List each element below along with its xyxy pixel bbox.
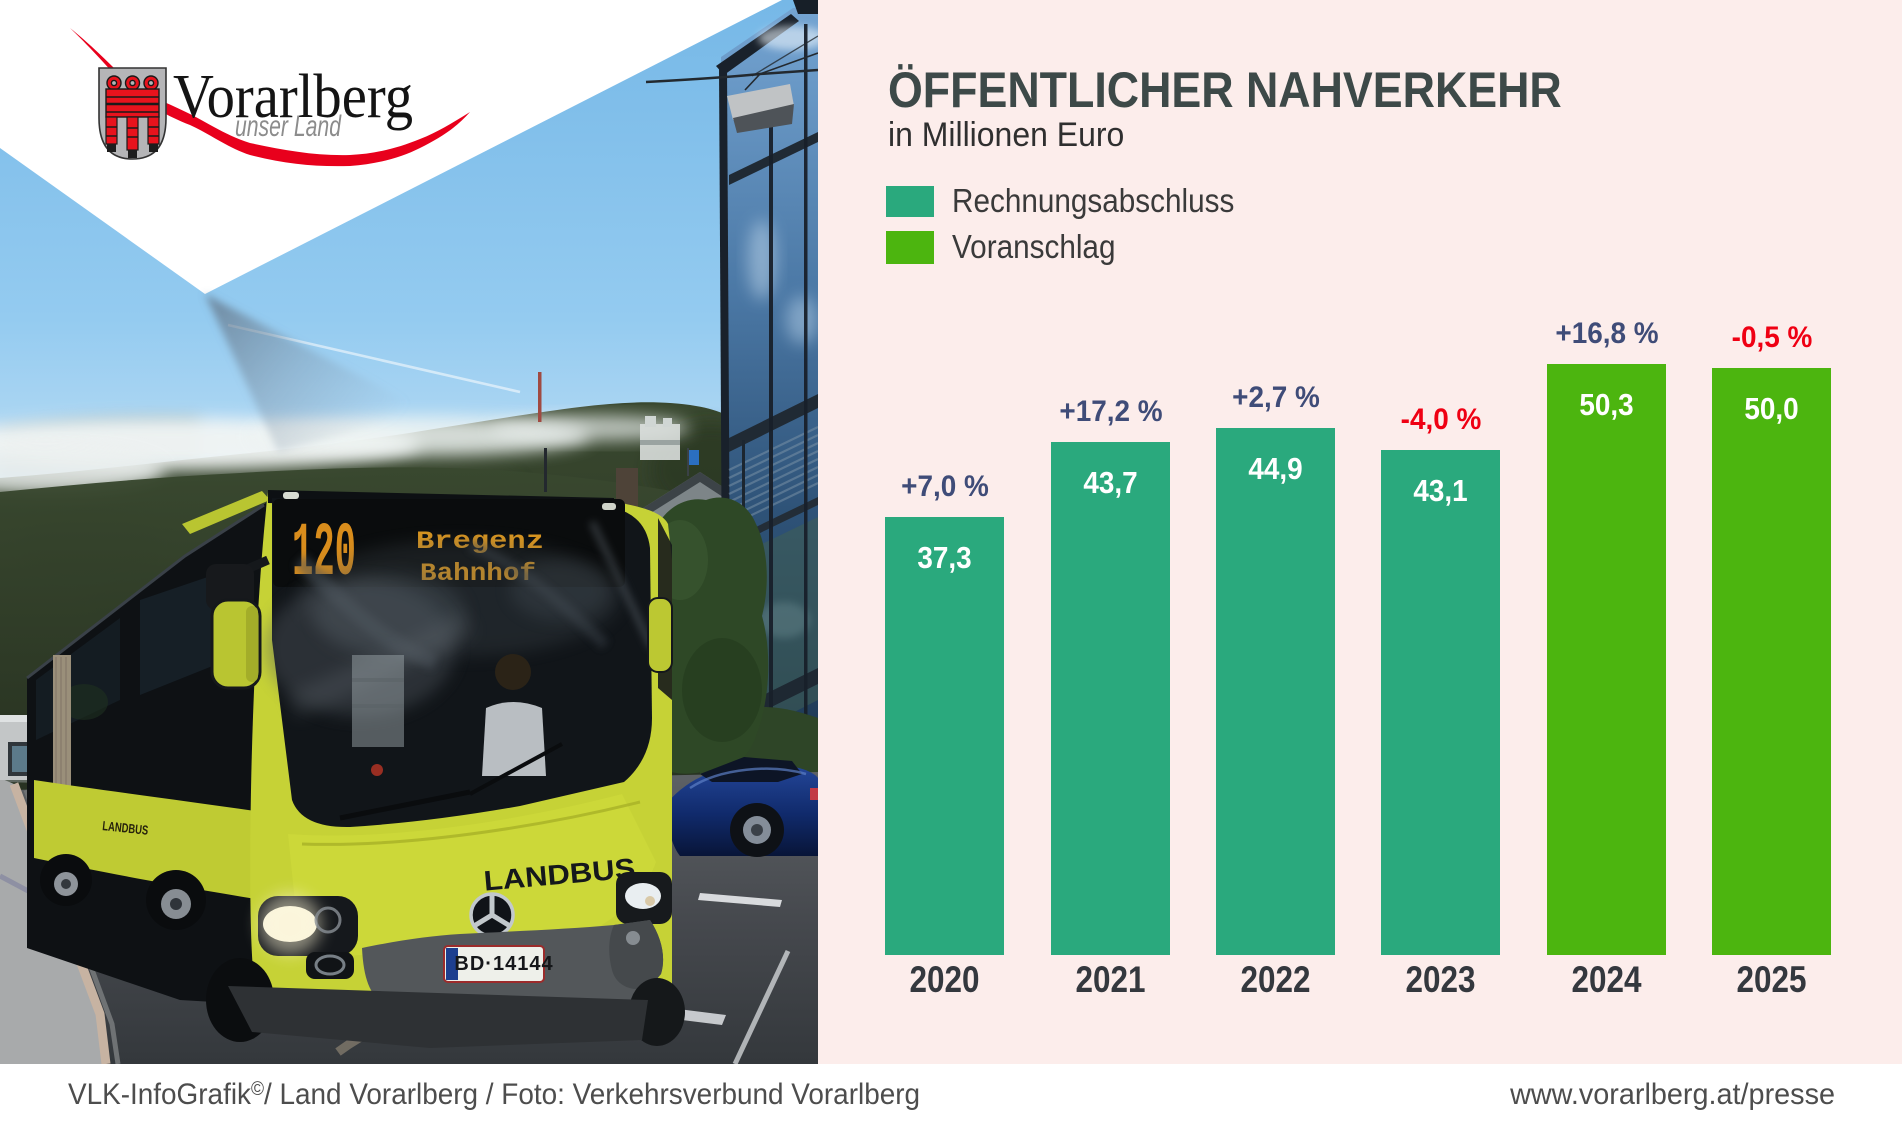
svg-text:Vorarlberg: Vorarlberg: [173, 63, 413, 131]
svg-text:LANDBUS: LANDBUS: [102, 818, 150, 838]
svg-text:unser Land: unser Land: [235, 110, 342, 143]
svg-text:BD·14144: BD·14144: [454, 953, 553, 975]
